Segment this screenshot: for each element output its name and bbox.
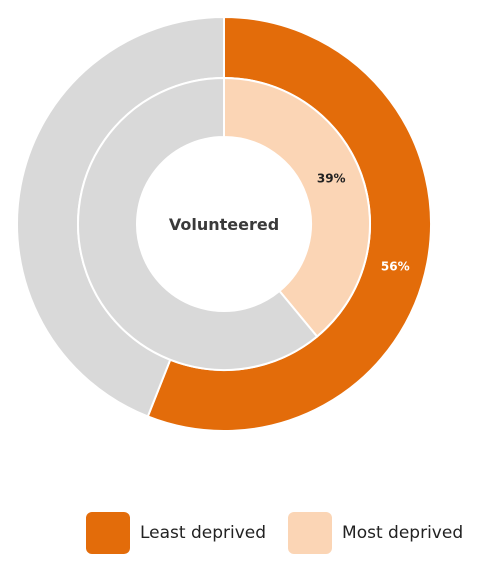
legend-item-least-deprived: Least deprived: [86, 512, 266, 554]
donut-chart: Volunteered 56% 39%: [16, 15, 432, 432]
legend: Least deprived Most deprived: [86, 512, 485, 554]
center-label: Volunteered: [169, 215, 279, 234]
slice-most-deprived: [223, 76, 371, 338]
legend-swatch-most-deprived: [288, 512, 333, 554]
data-label-most-deprived: 39%: [317, 171, 346, 185]
legend-label-least-deprived: Least deprived: [140, 523, 267, 543]
data-label-least-deprived: 56%: [381, 260, 410, 274]
legend-label-most-deprived: Most deprived: [342, 523, 464, 543]
donut-rings: [16, 15, 432, 432]
legend-item-most-deprived: Most deprived: [288, 512, 463, 554]
slice-most-deprived-remainder: [77, 76, 319, 371]
legend-swatch-least-deprived: [86, 512, 130, 554]
data-labels: 56% 39%: [317, 171, 410, 273]
